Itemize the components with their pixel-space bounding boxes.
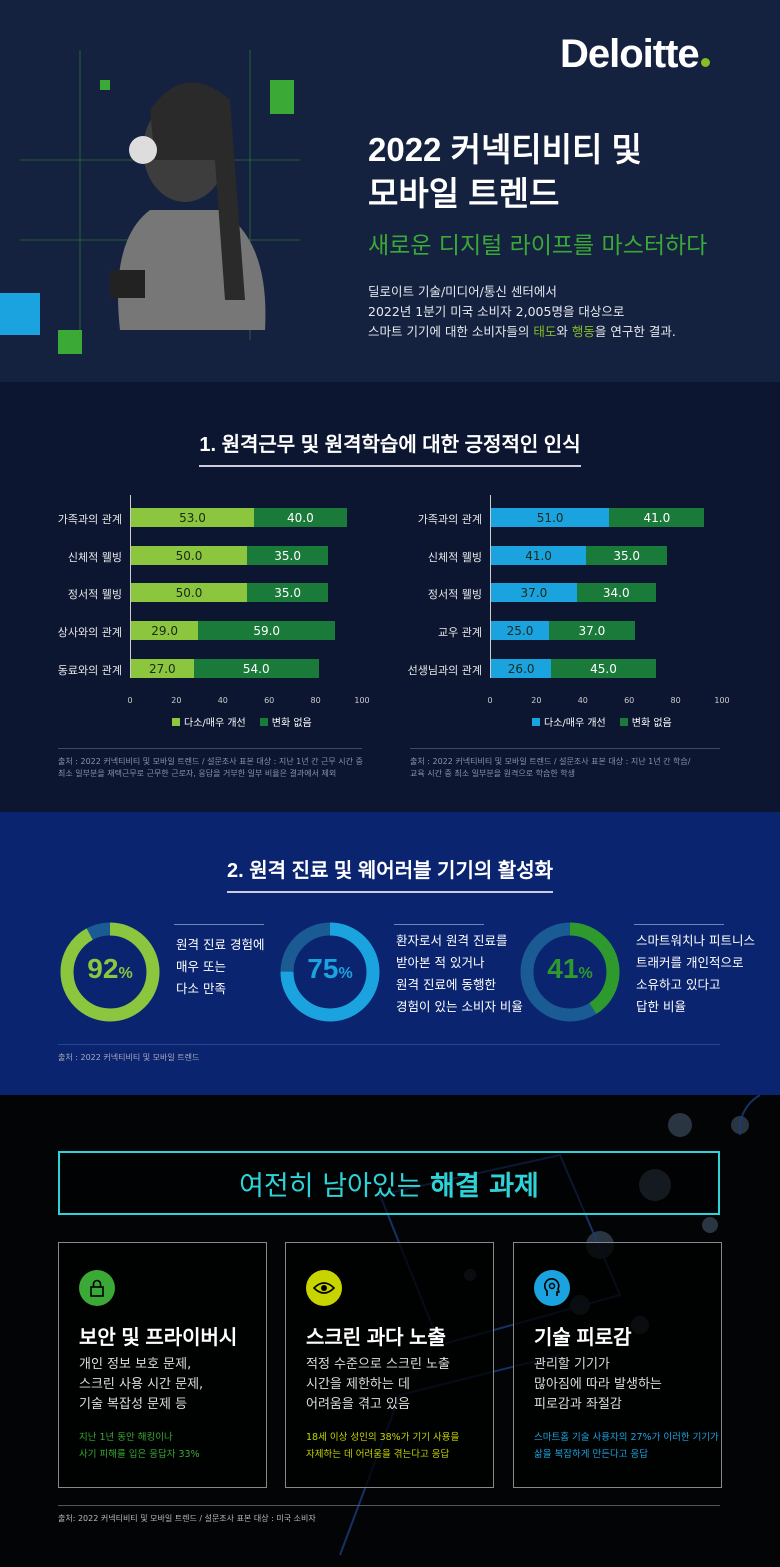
legend-item: 다소/매우 개선: [532, 714, 606, 729]
y-axis: [130, 495, 131, 678]
chart-workers: 가족과의 관계 53.0 40.0 신체적 웰빙 50.0 35.0 정서적 웰빙 50.0 3…: [0, 382, 390, 812]
card-body: 관리할 기기가 많아짐에 따라 발생하는 피로감과 좌절감: [534, 1357, 662, 1412]
bar-no-change: 41.0: [609, 508, 705, 527]
legend-item: 변화 없음: [619, 714, 672, 729]
card-heading: 보안 및 프라이버시: [79, 1327, 238, 1349]
stat-description: 환자로서 원격 진료를 받아본 적 있거나 원격 진료에 동행한 경험이 있는 …: [396, 933, 523, 1014]
y-axis: [490, 495, 491, 678]
x-tick-label: 20: [171, 696, 182, 705]
eye-icon: [306, 1270, 342, 1306]
bar-no-change: 35.0: [586, 546, 668, 565]
category-label: 신체적 웰빙: [427, 551, 482, 564]
bar-no-change: 35.0: [247, 546, 329, 565]
bar-improved: 50.0: [131, 583, 247, 602]
bar-improved: 25.0: [491, 621, 549, 640]
bar-no-change: 37.0: [549, 621, 635, 640]
stat-value: 41%: [547, 953, 593, 984]
category-label: 교우 관계: [438, 626, 482, 639]
card-footnote: 스마트홈 기술 사용자의 27%가 이러한 기기가 삶을 복잡하게 만든다고 응…: [534, 1432, 719, 1460]
section-remote-work: 1. 원격근무 및 원격학습에 대한 긍정적인 인식 가족과의 관계 53.0 40…: [0, 382, 780, 812]
bar-no-change: 59.0: [198, 621, 336, 640]
bar-improved: 53.0: [131, 508, 254, 527]
x-tick-label: 60: [624, 696, 635, 705]
section2-title: 2. 원격 진료 및 웨어러블 기기의 활성화: [226, 854, 554, 893]
stat-value: 75%: [307, 953, 353, 984]
x-tick-label: 60: [264, 696, 275, 705]
x-tick-label: 100: [354, 696, 370, 705]
x-tick-label: 40: [577, 696, 588, 705]
category-label: 정서적 웰빙: [67, 588, 122, 601]
section-telehealth: 2. 원격 진료 및 웨어러블 기기의 활성화 92% 원격 진료 경험에 매우…: [0, 812, 780, 1095]
category-label: 동료와의 관계: [57, 664, 122, 677]
challenges-title: 여전히 남아있는 해결 과제: [58, 1151, 720, 1215]
x-tick-label: 80: [670, 696, 681, 705]
page-subtitle: 새로운 디지털 라이프를 마스터하다: [368, 233, 708, 259]
bar-improved: 51.0: [491, 508, 610, 527]
lock-icon: [79, 1270, 115, 1306]
source-note: 출처: 2022 커넥티비티 및 모바일 트렌드 / 설문조사 표본 대상 : …: [58, 1514, 316, 1523]
donut-chart: [280, 922, 380, 1022]
card-body: 개인 정보 보호 문제, 스크린 사용 시간 문제, 기술 복잡성 문제 등: [79, 1357, 204, 1412]
bar-no-change: 45.0: [551, 659, 656, 678]
category-label: 신체적 웰빙: [67, 551, 122, 564]
legend-item: 다소/매우 개선: [172, 714, 246, 729]
bar-improved: 29.0: [131, 621, 199, 640]
challenge-card: 스크린 과다 노출 적정 수준으로 스크린 노출 시간을 제한하는 데 어려움을…: [285, 1242, 494, 1488]
card-heading: 스크린 과다 노출: [306, 1327, 446, 1349]
x-tick-label: 40: [217, 696, 228, 705]
chart-legend: 다소/매우 개선 변화 없음: [532, 714, 672, 729]
page-title: 2022 커넥티비티 및 모바일 트렌드: [368, 131, 642, 212]
donut-chart: [60, 922, 160, 1022]
x-tick-label: 0: [487, 696, 493, 705]
source-note-left: 출처 : 2022 커넥티비티 및 모바일 트렌드 / 설문조사 표본 대상 :…: [58, 757, 363, 778]
category-label: 가족과의 관계: [417, 513, 482, 526]
card-body: 적정 수준으로 스크린 노출 시간을 제한하는 데 어려움을 겪고 있음: [306, 1357, 450, 1412]
source-note: 출처 : 2022 커넥티비티 및 모바일 트렌드: [58, 1053, 200, 1062]
bar-no-change: 34.0: [576, 583, 656, 602]
donut-chart: [520, 922, 620, 1022]
bar-improved: 50.0: [131, 546, 247, 565]
x-tick-label: 80: [310, 696, 321, 705]
category-label: 정서적 웰빙: [427, 588, 482, 601]
stat-value: 92%: [87, 953, 133, 984]
x-tick-label: 0: [127, 696, 133, 705]
challenge-card: 기술 피로감 관리할 기기가 많아짐에 따라 발생하는 피로감과 좌절감 스마트…: [513, 1242, 722, 1488]
stat-description: 원격 진료 경험에 매우 또는 다소 만족: [176, 937, 265, 996]
section1-title: 1. 원격근무 및 원격학습에 대한 긍정적인 인식: [199, 428, 581, 467]
challenge-card: 보안 및 프라이버시 개인 정보 보호 문제, 스크린 사용 시간 문제, 기술…: [58, 1242, 267, 1488]
bar-improved: 37.0: [491, 583, 577, 602]
x-tick-label: 100: [714, 696, 730, 705]
deloitte-logo: Deloitte: [560, 32, 710, 77]
header-section: Deloitte 2022 커넥티비티 및 모바일 트렌드 새로운 디지털 라이…: [0, 0, 780, 382]
hero-photo: [0, 50, 300, 354]
bar-improved: 27.0: [131, 659, 194, 678]
intro-text: 딜로이트 기술/미디어/통신 센터에서 2022년 1분기 미국 소비자 2,00…: [368, 284, 676, 339]
category-label: 상사와의 관계: [57, 626, 122, 639]
source-note-right: 출처 : 2022 커넥티비티 및 모바일 트렌드 / 설문조사 표본 대상 :…: [410, 757, 691, 778]
bar-improved: 41.0: [491, 546, 587, 565]
x-tick-label: 20: [531, 696, 542, 705]
chart-students: 가족과의 관계 51.0 41.0 신체적 웰빙 41.0 35.0 정서적 웰빙 37.0 3…: [360, 382, 780, 812]
section-challenges: 여전히 남아있는 해결 과제 보안 및 프라이버시 개인 정보 보호 문제, 스…: [0, 1095, 780, 1567]
card-heading: 기술 피로감: [534, 1327, 632, 1349]
card-footnote: 지난 1년 동안 해킹이나 사기 피해를 입은 응답자 33%: [79, 1432, 200, 1460]
head-icon: [534, 1270, 570, 1306]
bar-improved: 26.0: [491, 659, 552, 678]
card-footnote: 18세 이상 성인의 38%가 기기 사용을 자제하는 데 어려움을 겪는다고 …: [306, 1432, 460, 1460]
bar-no-change: 54.0: [193, 659, 319, 678]
bar-no-change: 40.0: [253, 508, 347, 527]
category-label: 가족과의 관계: [57, 513, 122, 526]
stat-description: 스마트워치나 피트니스 트래커를 개인적으로 소유하고 있다고 답한 비율: [636, 933, 755, 1014]
chart-legend: 다소/매우 개선 변화 없음: [172, 714, 312, 729]
legend-item: 변화 없음: [259, 714, 312, 729]
category-label: 선생님과의 관계: [407, 664, 482, 677]
bar-no-change: 35.0: [247, 583, 329, 602]
